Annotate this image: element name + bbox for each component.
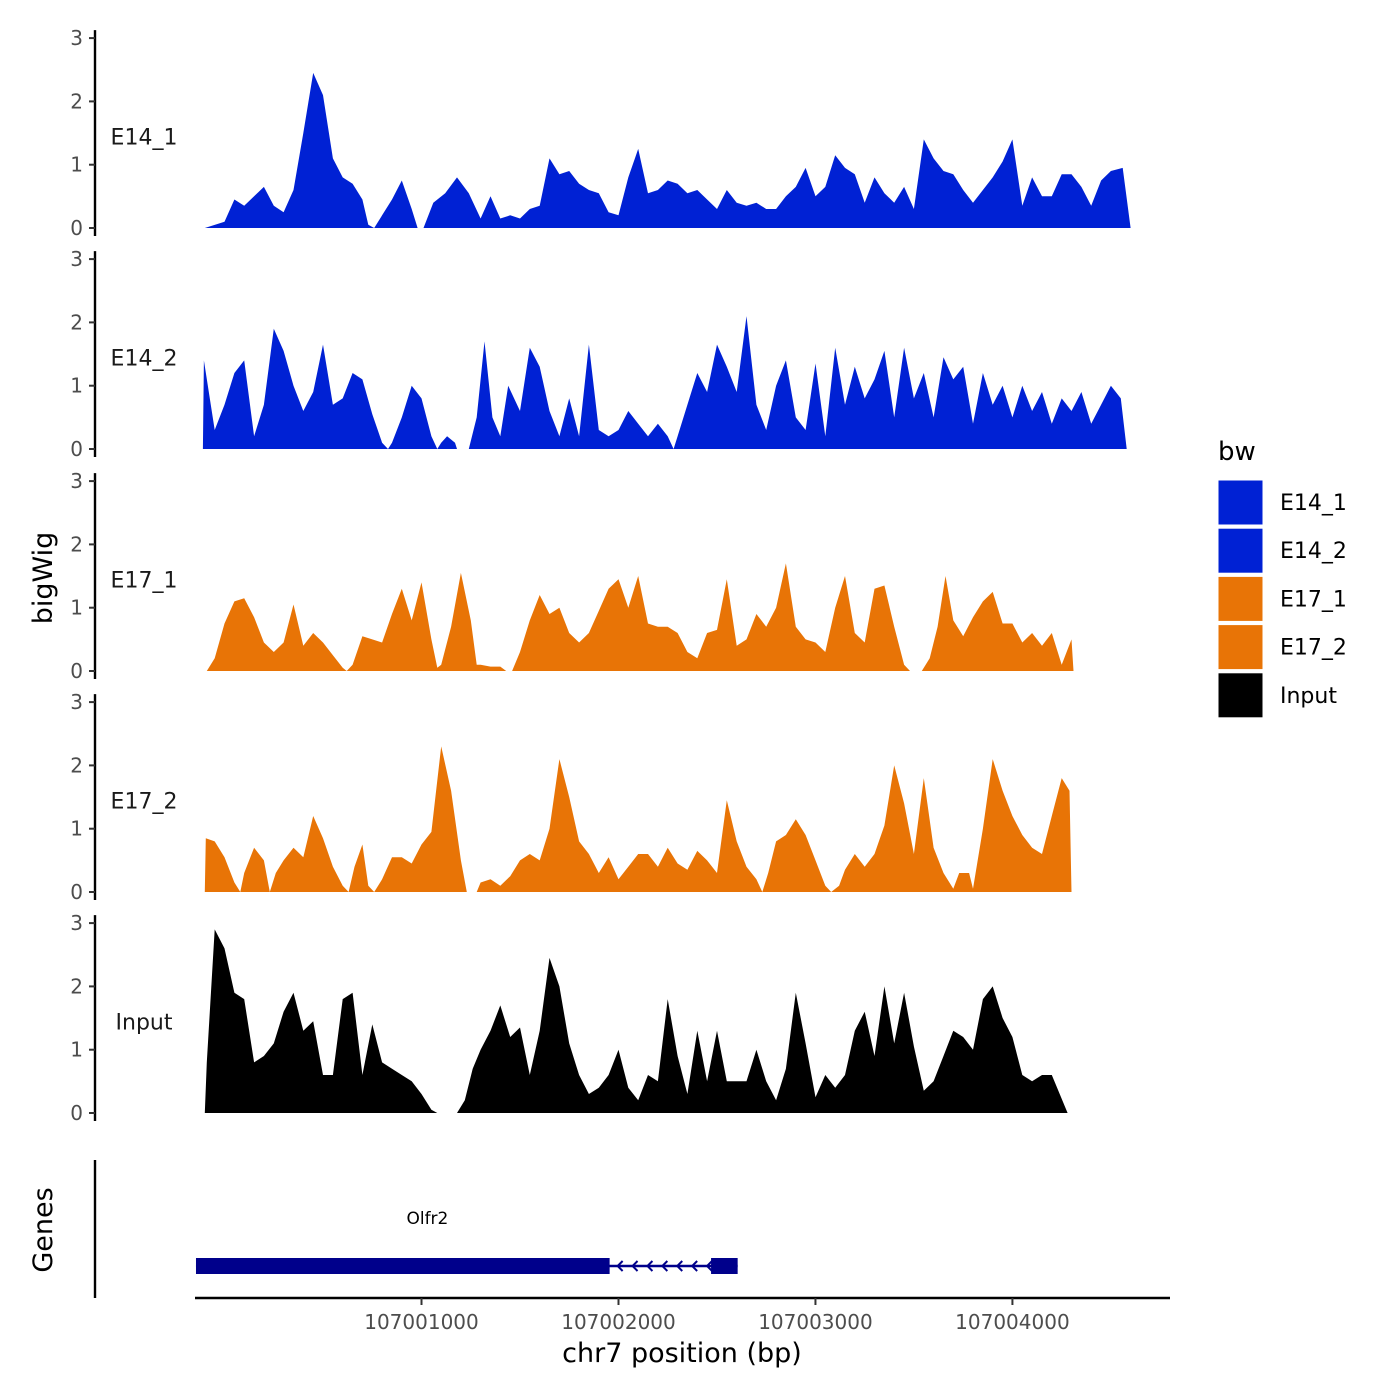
strand-arrow xyxy=(646,1260,654,1272)
track-label: Input xyxy=(116,1010,173,1035)
y-tick-label: 2 xyxy=(70,974,83,998)
y-tick-label: 0 xyxy=(70,216,83,240)
legend-title: bw xyxy=(1218,437,1256,467)
strand-arrow xyxy=(675,1260,683,1272)
y-axis-title: bigWig xyxy=(28,532,59,625)
legend-swatch xyxy=(1217,624,1264,671)
y-tick-label: 3 xyxy=(70,911,83,935)
y-tick-label: 3 xyxy=(70,469,83,493)
strand-arrow xyxy=(616,1260,624,1272)
y-tick-label: 1 xyxy=(70,153,83,177)
legend-item: E17_1 xyxy=(1217,575,1347,622)
strand-arrow xyxy=(660,1260,669,1272)
y-tick-label: 0 xyxy=(70,880,83,904)
y-tick-label: 2 xyxy=(70,753,83,777)
legend-label: E17_1 xyxy=(1280,587,1347,612)
legend-label: E14_2 xyxy=(1280,539,1347,564)
y-tick-label: 2 xyxy=(70,310,83,334)
y-tick-label: 1 xyxy=(70,374,83,398)
y-tick-label: 3 xyxy=(70,690,83,714)
legend-item: E14_1 xyxy=(1217,479,1347,526)
y-tick-label: 1 xyxy=(70,817,83,841)
x-tick-label: 107002000 xyxy=(561,1310,676,1334)
legend-label: Input xyxy=(1280,684,1337,709)
track-e17-1: 0 1 2 3 E17_1 xyxy=(70,469,1074,683)
y-tick-label: 1 xyxy=(70,1038,83,1062)
x-tick-label: 107004000 xyxy=(955,1310,1070,1334)
gene-name-label: Olfr2 xyxy=(406,1209,448,1229)
signal-area xyxy=(202,316,1127,449)
signal-area xyxy=(204,929,1068,1113)
legend-label: E14_1 xyxy=(1280,491,1347,516)
legend-item: E17_2 xyxy=(1217,624,1347,671)
y-tick-label: 2 xyxy=(70,532,83,556)
legend-swatch xyxy=(1217,527,1264,574)
legend-swatch xyxy=(1217,479,1264,526)
strand-arrow xyxy=(631,1260,639,1272)
y-tick-label: 0 xyxy=(70,1101,83,1125)
y-tick-label: 1 xyxy=(70,596,83,620)
track-input: 0 1 2 3 Input xyxy=(70,911,1068,1125)
track-label: E14_2 xyxy=(111,346,178,371)
track-e14-1: 0 1 2 3 E14_1 xyxy=(70,26,1131,240)
track-e17-2: 0 1 2 3 E17_2 xyxy=(70,690,1072,904)
legend: bw E14_1 E14_2 E17_1 E17_2 Input xyxy=(1217,437,1347,719)
legend-item: E14_2 xyxy=(1217,527,1347,574)
legend-swatch xyxy=(1217,672,1264,719)
signal-area xyxy=(204,72,1131,229)
legend-label: E17_2 xyxy=(1280,636,1347,661)
x-axis-title: chr7 position (bp) xyxy=(562,1338,802,1369)
exon-block xyxy=(195,1258,610,1274)
legend-item: Input xyxy=(1217,672,1337,719)
track-label: E17_2 xyxy=(111,789,178,814)
track-label: E17_1 xyxy=(111,568,178,593)
exon-block xyxy=(711,1258,738,1274)
strand-arrow xyxy=(690,1260,698,1272)
x-axis: 107001000 107002000 107003000 107004000 xyxy=(195,1296,1170,1334)
track-label: E14_1 xyxy=(111,125,178,150)
legend-swatch xyxy=(1217,575,1264,622)
strand-arrow xyxy=(705,1260,713,1272)
y-tick-label: 0 xyxy=(70,437,83,461)
gene-panel: Olfr2 xyxy=(93,1160,738,1298)
y-tick-label: 2 xyxy=(70,89,83,113)
signal-tracks: 0 1 2 3 E14_1 0 1 2 3 E14_2 0 1 2 3 E17_1 0 1 2 3 E17_2 0 1 2 3… xyxy=(70,26,1131,1125)
track-e14-2: 0 1 2 3 E14_2 xyxy=(70,247,1127,461)
y-tick-label: 3 xyxy=(70,26,83,50)
y-tick-label: 3 xyxy=(70,247,83,271)
y-tick-label: 0 xyxy=(70,659,83,683)
x-tick-label: 107001000 xyxy=(364,1310,479,1334)
signal-area xyxy=(206,563,1074,671)
genes-panel-title: Genes xyxy=(28,1187,59,1272)
x-tick-label: 107003000 xyxy=(758,1310,873,1334)
signal-area xyxy=(204,746,1072,892)
